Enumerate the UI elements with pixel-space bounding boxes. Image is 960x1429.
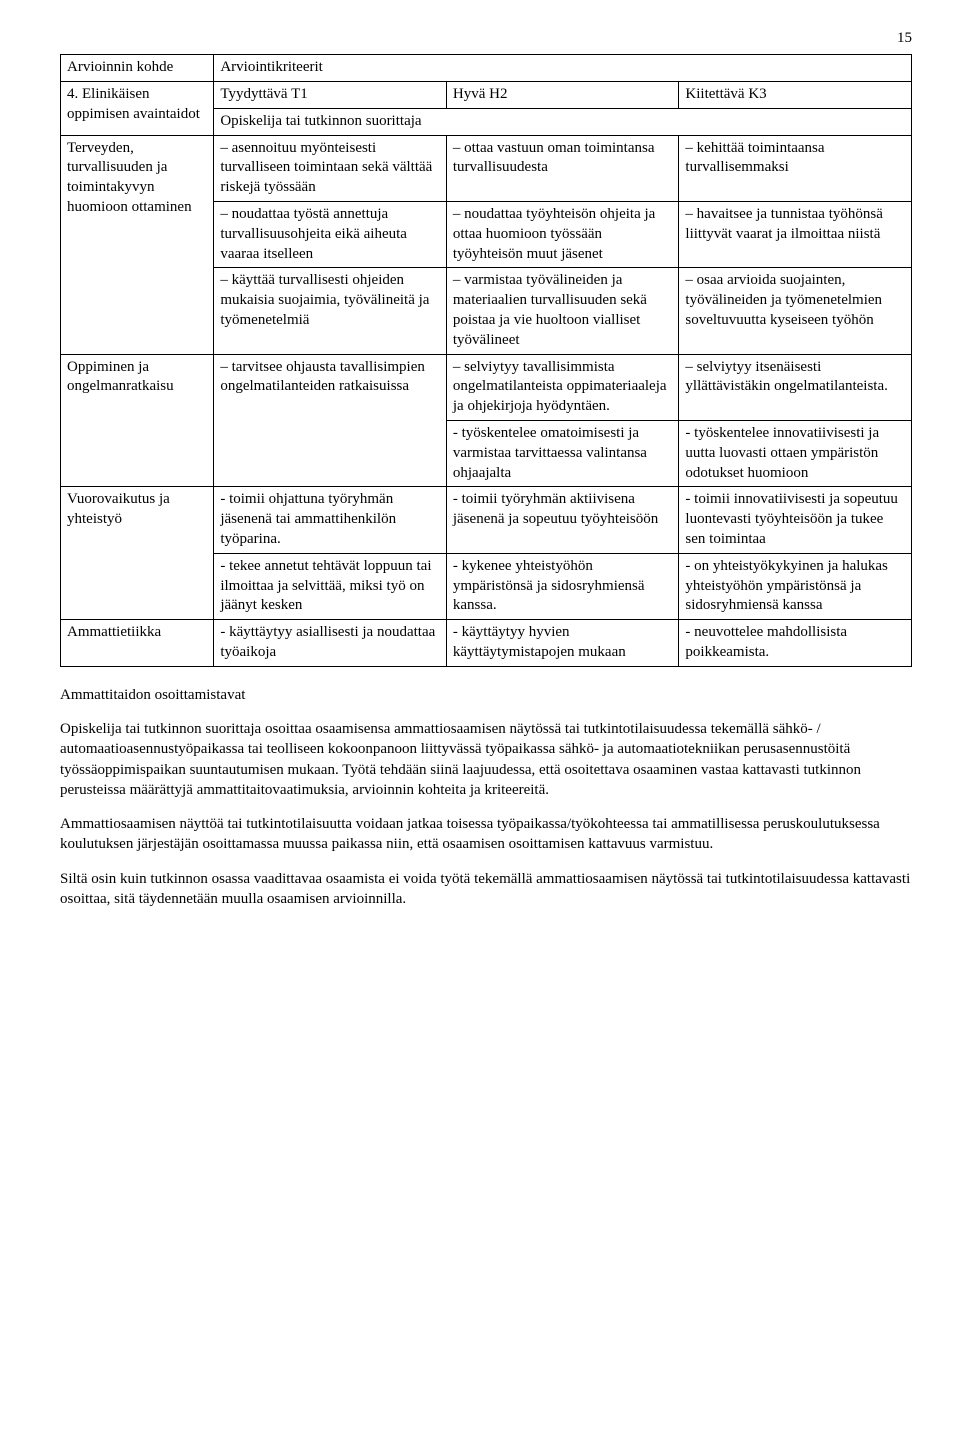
cell: - toimii ohjattuna työryhmän jäsenenä ta… (214, 487, 447, 553)
row-label-ethics: Ammattietiikka (61, 620, 214, 667)
cell: - tekee annetut tehtävät loppuun tai ilm… (214, 553, 447, 619)
table-row: 4. Elinikäisen oppimisen avaintaidot Tyy… (61, 82, 912, 109)
cell: - käyttäytyy asiallisesti ja noudattaa t… (214, 620, 447, 667)
page-number: 15 (60, 28, 912, 48)
paragraph-3: Siltä osin kuin tutkinnon osassa vaaditt… (60, 869, 912, 910)
row-label-interaction: Vuorovaikutus ja yhteistyö (61, 487, 214, 620)
head-col1: Arvioinnin kohde (61, 55, 214, 82)
section-title: Ammattitaidon osoittamistavat (60, 685, 912, 705)
table-row: Oppiminen ja ongelmanratkaisu – tarvitse… (61, 354, 912, 420)
cell: - käyttäytyy hyvien käyttäytymistapojen … (446, 620, 679, 667)
row-label-learning: Oppiminen ja ongelmanratkaisu (61, 354, 214, 487)
cell: - kykenee yhteistyöhön ympäristönsä ja s… (446, 553, 679, 619)
table-row: Arvioinnin kohde Arviointikriteerit (61, 55, 912, 82)
cell: – selviytyy tavallisimmista ongelmatilan… (446, 354, 679, 420)
level-h: Hyvä H2 (446, 82, 679, 109)
table-row: Vuorovaikutus ja yhteistyö - toimii ohja… (61, 487, 912, 553)
cell: – osaa arvioida suojainten, työvälineide… (679, 268, 912, 354)
cell: – havaitsee ja tunnistaa työhönsä liitty… (679, 202, 912, 268)
level-k: Kiitettävä K3 (679, 82, 912, 109)
cell: - toimii työryhmän aktiivisena jäsenenä … (446, 487, 679, 553)
row-label-health: Terveyden, turvallisuuden ja toimintakyv… (61, 135, 214, 354)
cell: – asennoituu myönteisesti turvalliseen t… (214, 135, 447, 201)
cell: – kehittää toimintaansa turvallisemmaksi (679, 135, 912, 201)
table-row: Terveyden, turvallisuuden ja toimintakyv… (61, 135, 912, 201)
cell: – selviytyy itsenäisesti yllättävistäkin… (679, 354, 912, 420)
cell: – käyttää turvallisesti ohjeiden mukaisi… (214, 268, 447, 354)
paragraph-1: Opiskelija tai tutkinnon suorittaja osoi… (60, 719, 912, 800)
cell: – ottaa vastuun oman toimintansa turvall… (446, 135, 679, 201)
table-row: Ammattietiikka - käyttäytyy asiallisesti… (61, 620, 912, 667)
cell: – noudattaa työyhteisön ohjeita ja ottaa… (446, 202, 679, 268)
cell: - työskentelee innovatiivisesti ja uutta… (679, 421, 912, 487)
subtitle: Opiskelija tai tutkinnon suorittaja (214, 108, 912, 135)
criteria-table: Arvioinnin kohde Arviointikriteerit 4. E… (60, 54, 912, 667)
cell: - toimii innovatiivisesti ja sopeutuu lu… (679, 487, 912, 553)
cell: – tarvitsee ohjausta tavallisimpien onge… (214, 354, 447, 487)
cell: – varmistaa työvälineiden ja materiaalie… (446, 268, 679, 354)
row-label-4: 4. Elinikäisen oppimisen avaintaidot (61, 82, 214, 136)
paragraph-2: Ammattiosaamisen näyttöä tai tutkintotil… (60, 814, 912, 855)
level-t: Tyydyttävä T1 (214, 82, 447, 109)
head-col2: Arviointikriteerit (214, 55, 912, 82)
cell: - työskentelee omatoimisesti ja varmista… (446, 421, 679, 487)
cell: - on yhteistyökykyinen ja halukas yhteis… (679, 553, 912, 619)
cell: – noudattaa työstä annettuja turvallisuu… (214, 202, 447, 268)
cell: - neuvottelee mahdollisista poikkeamista… (679, 620, 912, 667)
